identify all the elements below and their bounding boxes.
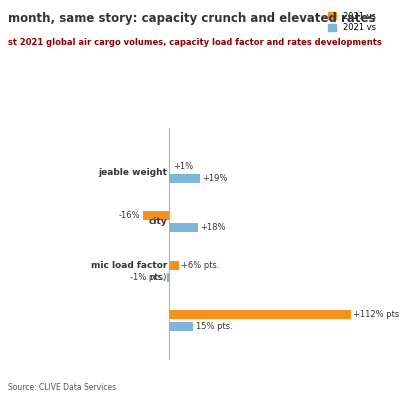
Text: st 2021 global air cargo volumes, capacity load factor and rates developments: st 2021 global air cargo volumes, capaci… (8, 38, 382, 47)
Bar (169, 261, 178, 270)
Text: jeable weight: jeable weight (98, 168, 167, 177)
Text: 15% pts.: 15% pts. (196, 322, 232, 331)
Legend: 2021 vs, 2021 vs: 2021 vs, 2021 vs (328, 12, 376, 32)
Text: -1% pts.: -1% pts. (130, 272, 165, 282)
Bar (169, 310, 351, 319)
Text: city: city (148, 217, 167, 226)
Text: -16%: -16% (119, 211, 140, 220)
Bar (169, 174, 200, 183)
Text: month, same story: capacity crunch and elevated rates: month, same story: capacity crunch and e… (8, 12, 376, 25)
Text: nts): nts) (150, 272, 167, 282)
Bar (169, 322, 193, 331)
Bar (143, 212, 169, 220)
Text: mic load factor: mic load factor (91, 261, 167, 270)
Text: +1%: +1% (173, 162, 193, 171)
Text: +19%: +19% (202, 174, 228, 183)
Bar (169, 223, 198, 232)
Text: +112% pts.: +112% pts. (353, 310, 400, 319)
Bar (169, 162, 170, 171)
Bar (167, 273, 169, 282)
Text: +18%: +18% (200, 223, 226, 232)
Text: Source: CLIVE Data Services: Source: CLIVE Data Services (8, 383, 116, 392)
Text: +6% pts.: +6% pts. (181, 261, 220, 270)
